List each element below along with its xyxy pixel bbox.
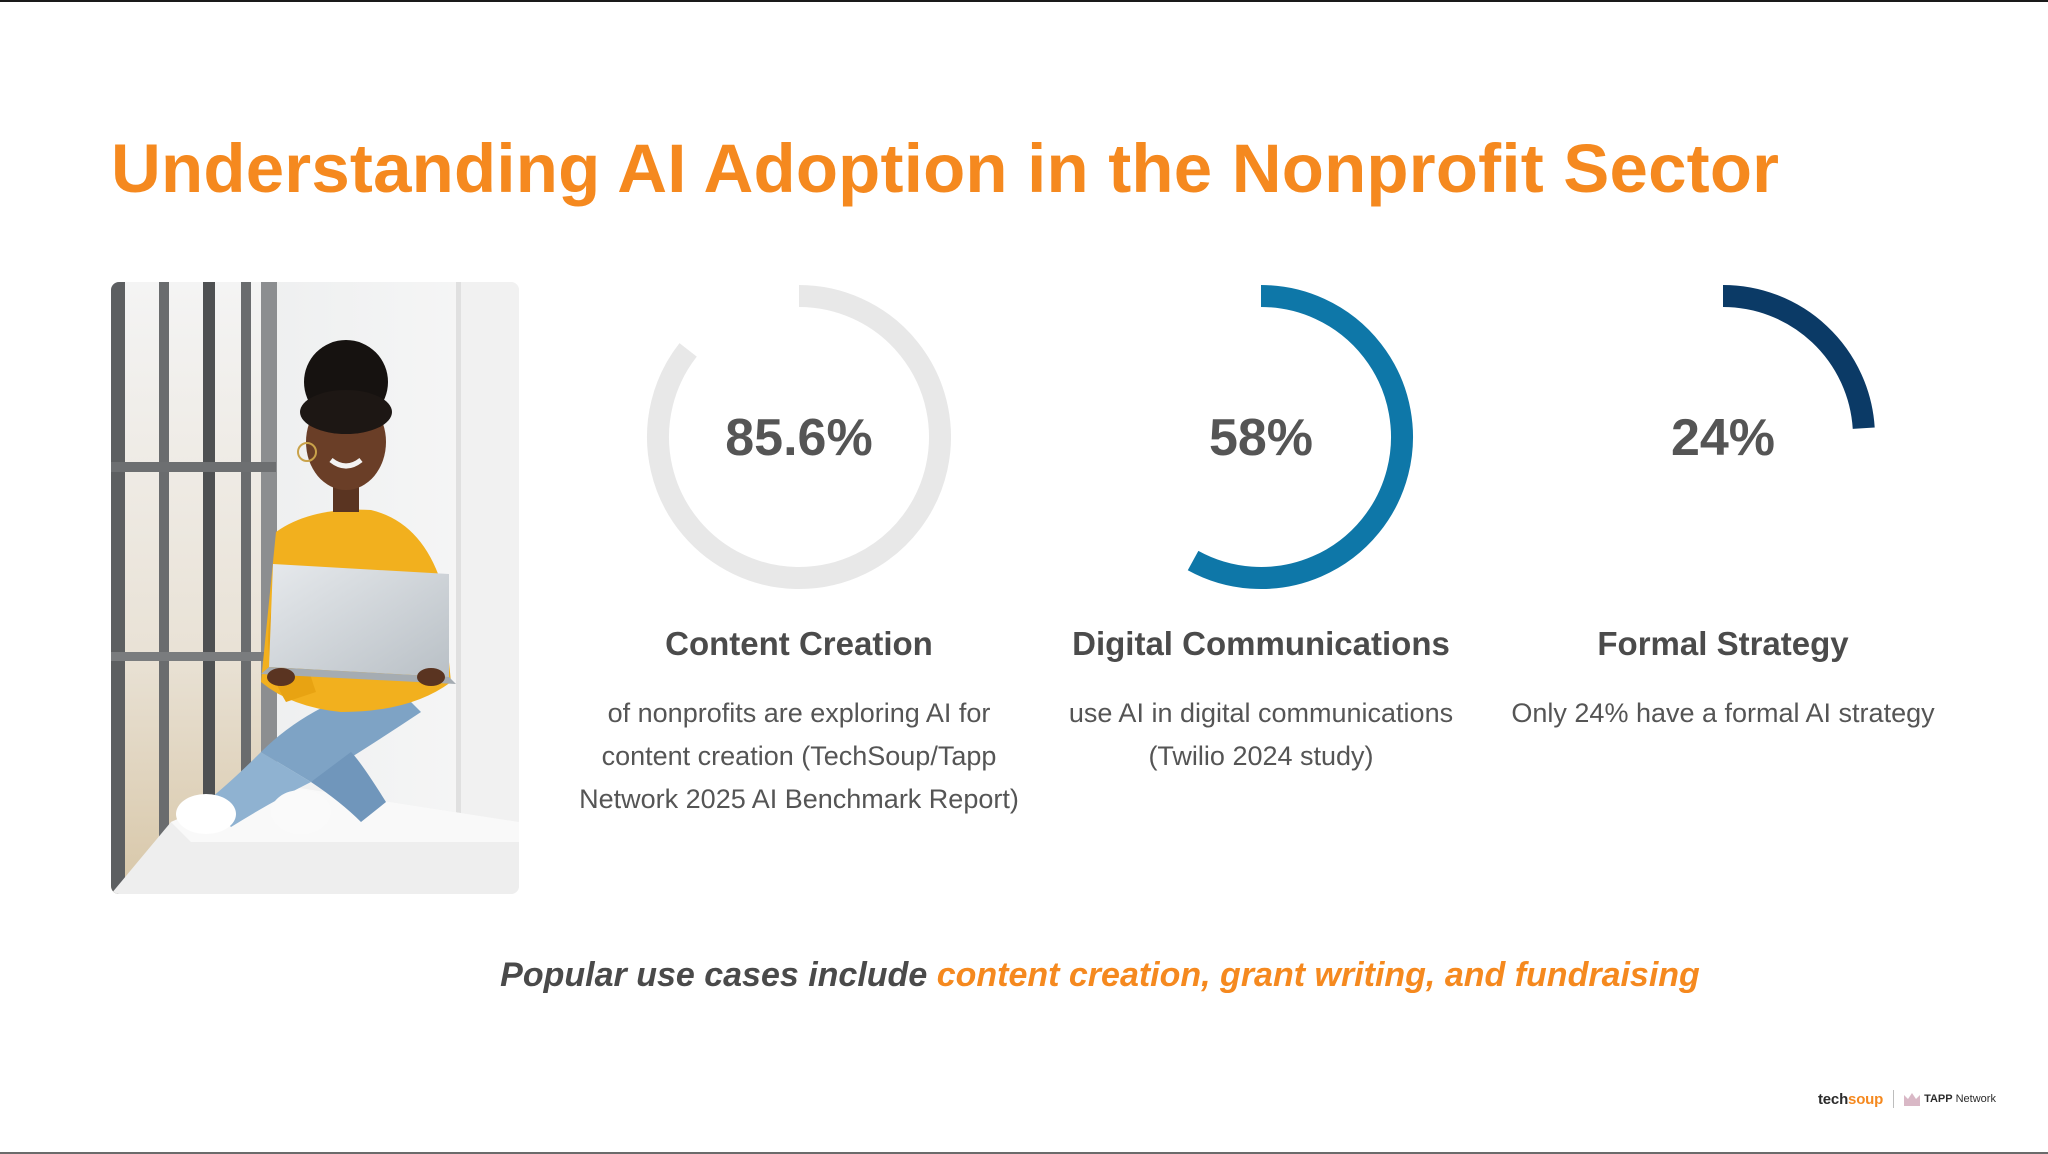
woman-with-laptop-photo xyxy=(111,282,519,894)
photo-illustration xyxy=(111,282,519,894)
slide-title: Understanding AI Adoption in the Nonprof… xyxy=(111,130,1780,207)
ring-content-creation xyxy=(647,285,951,589)
stat-value-digital-communications: 58% xyxy=(1208,409,1314,467)
tapp-logo-rest: Network xyxy=(1955,1093,1996,1105)
ring-arc-content-creation xyxy=(647,285,951,589)
stat-label-content-creation: Content Creation xyxy=(665,625,933,662)
ring-digital-communications xyxy=(1187,285,1413,589)
footer-logos: techsoup TAPP Network xyxy=(1818,1088,1996,1110)
ring-arc-formal-strategy xyxy=(1722,285,1875,430)
techsoup-logo-b: soup xyxy=(1848,1090,1884,1108)
tagline-highlight: content creation, grant writing, and fun… xyxy=(936,956,1700,994)
top-border xyxy=(0,0,2048,2)
stat-value-content-creation: 85.6% xyxy=(725,409,873,467)
ring-formal-strategy xyxy=(1722,285,1875,430)
tagline-prefix: Popular use cases include xyxy=(500,956,937,994)
techsoup-logo-a: tech xyxy=(1818,1090,1849,1108)
use-cases-tagline: Popular use cases include content creati… xyxy=(200,950,2000,1000)
tapp-network-logo: TAPP Network xyxy=(1904,1092,1996,1106)
stat-desc-digital-communications: use AI in digital communications (Twilio… xyxy=(1068,698,1454,771)
ring-arc-digital-communications xyxy=(1187,285,1413,589)
techsoup-logo: techsoup xyxy=(1818,1091,1883,1108)
stat-desc-formal-strategy: Only 24% have a formal AI strategy xyxy=(1511,698,1935,728)
stat-value-formal-strategy: 24% xyxy=(1670,409,1776,467)
tapp-crown-icon xyxy=(1904,1092,1921,1106)
bottom-border xyxy=(0,1152,2048,1154)
logo-divider xyxy=(1893,1090,1895,1108)
tapp-logo-bold: TAPP xyxy=(1924,1093,1953,1105)
stat-label-digital-communications: Digital Communications xyxy=(1072,625,1450,662)
stat-label-formal-strategy: Formal Strategy xyxy=(1597,625,1849,662)
stat-desc-content-creation: of nonprofits are exploring AI for conte… xyxy=(579,698,1019,814)
